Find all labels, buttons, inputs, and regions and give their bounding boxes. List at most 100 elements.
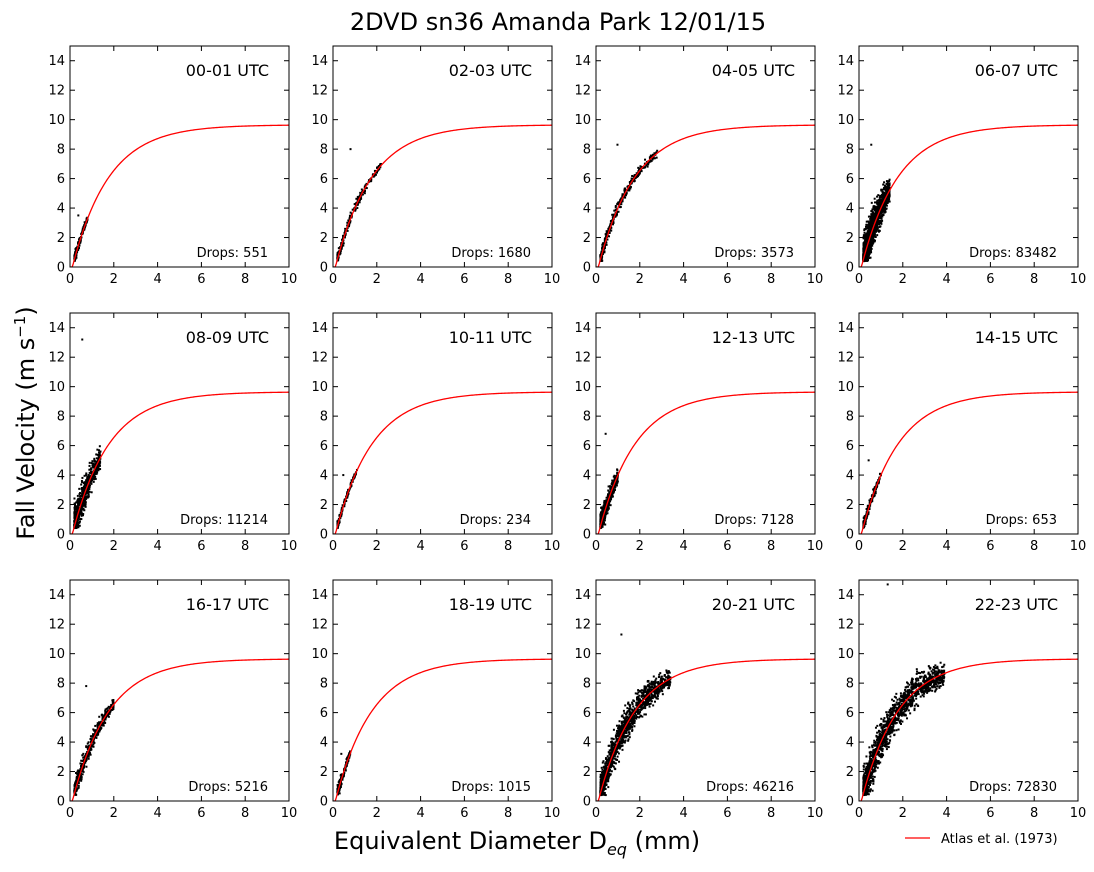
drop-point [600, 519, 603, 522]
x-tick-label: 0 [329, 806, 337, 821]
drop-point [870, 210, 873, 213]
drop-point [98, 462, 101, 465]
y-tick-label: 14 [311, 54, 328, 69]
x-tick-label: 0 [592, 272, 600, 287]
drop-point [873, 239, 876, 242]
drop-point [81, 754, 84, 757]
drop-point [880, 203, 883, 206]
drop-point [74, 785, 77, 788]
drop-point [109, 706, 112, 709]
drop-point [866, 506, 869, 509]
drop-point [873, 230, 876, 233]
drop-point [363, 185, 366, 188]
drop-point [600, 259, 603, 262]
drop-point [864, 254, 867, 257]
drop-point [608, 497, 611, 500]
x-tick-label: 4 [416, 806, 424, 821]
atlas-fit-curve [333, 124, 552, 267]
drop-point [85, 765, 88, 768]
drop-point [886, 201, 889, 204]
drop-point [355, 197, 358, 200]
drop-point [84, 495, 87, 498]
drop-point [80, 504, 83, 507]
x-tick-label: 6 [197, 806, 205, 821]
drop-point [871, 242, 874, 245]
y-tick-label: 12 [311, 84, 328, 99]
drop-point [373, 169, 376, 172]
drop-point [346, 229, 349, 232]
drop-point [885, 207, 888, 210]
drop-point [876, 211, 879, 214]
drop-point [88, 488, 91, 491]
drop-point [878, 226, 881, 229]
drop-point [350, 479, 353, 482]
drop-point [869, 217, 872, 220]
drop-point [92, 475, 95, 478]
y-tick-label: 12 [48, 84, 65, 99]
drop-point [620, 197, 623, 200]
drop-point [600, 516, 603, 519]
drop-point [80, 232, 83, 235]
drop-point [376, 169, 379, 172]
y-tick-label: 12 [311, 351, 328, 366]
drop-point [651, 697, 654, 700]
drop-point [887, 185, 890, 188]
drop-point [80, 479, 83, 482]
panel-time-label: 00-01 UTC [186, 61, 269, 80]
drop-point [624, 739, 627, 742]
drop-point [888, 200, 891, 203]
drop-point [86, 477, 89, 480]
y-axis-label-sup: −1 [11, 316, 29, 338]
y-tick-label: 2 [57, 231, 65, 246]
x-tick-label: 10 [807, 539, 824, 554]
drop-point [83, 489, 86, 492]
panel-time-label: 18-19 UTC [449, 595, 532, 614]
drop-point [365, 182, 368, 185]
drop-point [636, 174, 639, 177]
drop-point [645, 703, 648, 706]
x-tick-label: 10 [281, 272, 298, 287]
x-tick-label: 4 [679, 272, 687, 287]
drop-point [621, 744, 624, 747]
drop-point [94, 731, 97, 734]
drop-point [665, 669, 668, 672]
drop-point [101, 716, 104, 719]
drop-point [645, 164, 648, 167]
drop-point [868, 252, 871, 255]
drop-point [884, 189, 887, 192]
drop-point [86, 491, 89, 494]
drop-point [75, 514, 78, 517]
x-tick-label: 8 [767, 539, 775, 554]
x-tick-label: 0 [855, 539, 863, 554]
drop-point [90, 467, 93, 470]
drop-point [644, 158, 647, 161]
drop-point [612, 728, 615, 731]
y-tick-label: 4 [320, 736, 328, 751]
drop-point [630, 177, 633, 180]
drop-point [867, 229, 870, 232]
drop-point [872, 218, 875, 221]
drop-point [642, 691, 645, 694]
y-tick-label: 14 [574, 321, 591, 336]
drop-point [871, 218, 874, 221]
drop-point [620, 203, 623, 206]
drop-point-outlier [85, 685, 88, 688]
drop-point [871, 244, 874, 247]
drop-point [616, 472, 619, 475]
drop-point [869, 219, 872, 222]
x-tick-label: 6 [460, 539, 468, 554]
drop-point [604, 501, 607, 504]
drop-point [81, 476, 84, 479]
drop-point [880, 198, 883, 201]
drop-point [882, 207, 885, 210]
drop-point [866, 249, 869, 252]
drop-point [104, 718, 107, 721]
drop-point [91, 739, 94, 742]
drop-point [76, 508, 79, 511]
drop-point [866, 254, 869, 257]
drop-point [349, 481, 352, 484]
drop-point [875, 208, 878, 211]
drop-point [881, 200, 884, 203]
drop-point-outlier [349, 148, 352, 151]
drop-point [338, 515, 341, 518]
